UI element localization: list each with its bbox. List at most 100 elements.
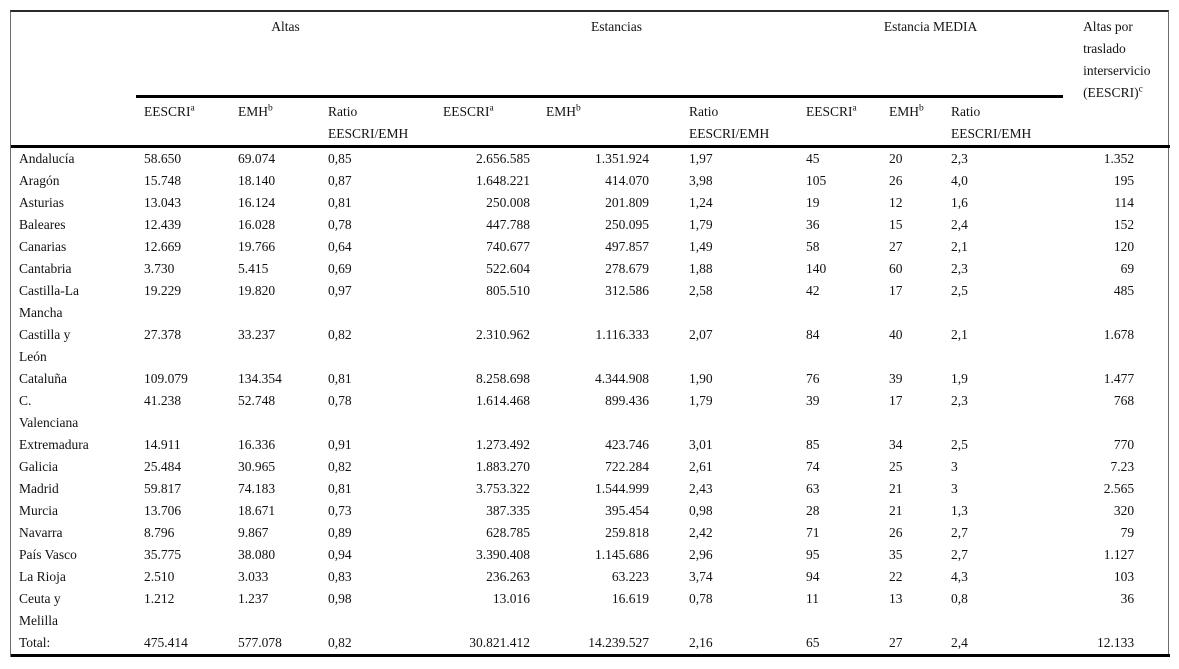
- value-cell: 1.273.492: [476, 436, 530, 452]
- value-cell: 103: [1113, 568, 1135, 584]
- subheader-estancias-eescri: EESCRIa: [435, 96, 538, 148]
- value-cell: 3: [951, 480, 958, 496]
- value-cell: 69.074: [238, 150, 276, 166]
- value-cell: 27: [881, 631, 944, 657]
- value-cell: 195: [1113, 172, 1135, 188]
- value-cell: 63: [806, 480, 820, 496]
- value-cell: 0,64: [328, 238, 352, 254]
- value-cell: 26: [889, 524, 903, 540]
- value-cell: 3.033: [238, 568, 269, 584]
- value-cell: 2,4: [951, 216, 968, 232]
- value-cell: 2.656.585: [476, 150, 530, 166]
- region-cell: Extremadura: [19, 436, 89, 452]
- value-cell: 35.775: [144, 546, 182, 562]
- region-cell: Aragón: [19, 172, 60, 188]
- value-cell: 42: [806, 282, 820, 298]
- value-cell: 74: [806, 458, 820, 474]
- table-row: Castilla y León 27.378 33.237 0,82 2.310.962…: [11, 324, 1170, 368]
- table-row: Murcia 13.706 18.671 0,73 387.335 395.454 0,98…: [11, 500, 1170, 522]
- value-cell: 447.788: [486, 216, 530, 232]
- value-cell: 21: [889, 502, 903, 518]
- value-cell: 2,58: [689, 282, 713, 298]
- value-cell: 76: [806, 370, 820, 386]
- region-cell: Cantabria: [19, 260, 72, 276]
- table-row: Cantabria 3.730 5.415 0,69 522.604 278.679 1,8…: [11, 258, 1170, 280]
- value-cell: 27: [889, 238, 903, 254]
- table-row: Galicia 25.484 30.965 0,82 1.883.270 722.284 2…: [11, 456, 1170, 478]
- value-cell: 35: [889, 546, 903, 562]
- table-header: Altas Estancias Estancia MEDIA Altas por…: [11, 12, 1171, 148]
- value-cell: 1,88: [689, 260, 713, 276]
- value-cell: 69: [1120, 260, 1135, 276]
- value-cell: 312.586: [605, 282, 649, 298]
- value-cell: 0,89: [328, 524, 352, 540]
- value-cell: 3: [951, 458, 958, 474]
- table-row: Madrid 59.817 74.183 0,81 3.753.322 1.544.999…: [11, 478, 1170, 500]
- table-row: C. Valenciana 41.238 52.748 0,78 1.614.468 89…: [11, 390, 1170, 434]
- value-cell: 1.544.999: [595, 480, 649, 496]
- value-cell: 11: [806, 590, 820, 606]
- value-cell: 41.238: [144, 392, 182, 408]
- value-cell: 395.454: [605, 502, 649, 518]
- value-cell: 3.390.408: [476, 546, 530, 562]
- value-cell: 5.415: [238, 260, 269, 276]
- group-header-altas: Altas: [136, 12, 435, 98]
- value-cell: 13.706: [144, 502, 182, 518]
- value-cell: 0,83: [328, 568, 352, 584]
- footnote-marker-a: a: [190, 103, 195, 113]
- value-cell: 2,16: [657, 631, 799, 657]
- value-cell: 1,49: [689, 238, 713, 254]
- value-cell: 3,01: [689, 436, 713, 452]
- region-cell: Andalucía: [19, 150, 75, 166]
- footnote-marker-c: c: [1138, 84, 1143, 95]
- value-cell: 65: [798, 631, 882, 657]
- value-cell: 0,73: [328, 502, 352, 518]
- value-cell: 0,98: [328, 590, 352, 606]
- region-cell: La Rioja: [19, 568, 66, 584]
- value-cell: 12: [889, 194, 903, 210]
- value-cell: 2,1: [951, 326, 968, 342]
- value-cell: 38.080: [238, 546, 276, 562]
- value-cell: 236.263: [486, 568, 530, 584]
- value-cell: 30.965: [238, 458, 276, 474]
- value-cell: 140: [806, 260, 827, 276]
- value-cell: 0,91: [328, 436, 352, 452]
- value-cell: 250.008: [486, 194, 530, 210]
- footnote-marker-b: b: [919, 103, 924, 113]
- value-cell: 2,3: [951, 150, 968, 166]
- subheader-estancias-ratio: Ratio EESCRI/EMH: [657, 96, 799, 148]
- value-cell: 0,87: [328, 172, 352, 188]
- value-cell: 3,74: [689, 568, 713, 584]
- region-cell: Galicia: [19, 458, 58, 474]
- value-cell: 16.336: [238, 436, 276, 452]
- value-cell: 1,24: [689, 194, 713, 210]
- value-cell: 4.344.908: [595, 370, 649, 386]
- value-cell: 423.746: [605, 436, 649, 452]
- group-header-traslado: Altas por traslado interservicio (EESCRI…: [1063, 12, 1171, 148]
- subheader-media-eescri: EESCRIa: [798, 96, 882, 148]
- value-cell: 414.070: [605, 172, 649, 188]
- value-cell: 2.310.962: [476, 326, 530, 342]
- value-cell: 1,9: [951, 370, 968, 386]
- value-cell: 25: [889, 458, 903, 474]
- value-cell: 1.883.270: [476, 458, 530, 474]
- subheader-altas-eescri: EESCRIa: [136, 96, 230, 148]
- value-cell: 52.748: [238, 392, 276, 408]
- value-cell: 13: [889, 590, 903, 606]
- table-row: La Rioja 2.510 3.033 0,83 236.263 63.223 3,74 9…: [11, 566, 1170, 588]
- value-cell: 94: [806, 568, 820, 584]
- value-cell: 475.414: [136, 631, 230, 657]
- value-cell: 2,96: [689, 546, 713, 562]
- value-cell: 45: [806, 150, 820, 166]
- region-cell: Castilla-La Mancha: [19, 282, 79, 320]
- value-cell: 1.678: [1103, 326, 1135, 342]
- value-cell: 3.753.322: [476, 480, 530, 496]
- value-cell: 320: [1113, 502, 1135, 518]
- value-cell: 63.223: [611, 568, 649, 584]
- value-cell: 1.145.686: [595, 546, 649, 562]
- value-cell: 13.016: [492, 590, 530, 606]
- value-cell: 36: [1120, 590, 1135, 606]
- value-cell: 39: [889, 370, 903, 386]
- region-cell: Madrid: [19, 480, 59, 496]
- value-cell: 0,85: [328, 150, 352, 166]
